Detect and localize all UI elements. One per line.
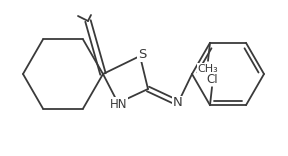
Text: Cl: Cl xyxy=(206,73,218,86)
Text: CH₃: CH₃ xyxy=(198,64,218,74)
Text: HN: HN xyxy=(110,98,128,110)
Text: N: N xyxy=(173,97,183,110)
Text: S: S xyxy=(138,49,146,61)
